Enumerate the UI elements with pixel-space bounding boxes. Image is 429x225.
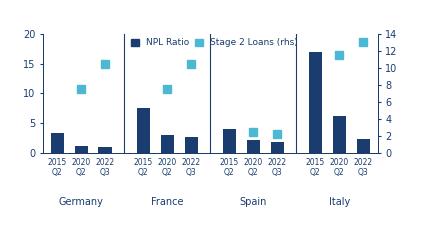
Text: Italy: Italy: [329, 198, 350, 207]
Bar: [309, 52, 322, 153]
Text: France: France: [151, 198, 184, 207]
Text: Spain: Spain: [239, 198, 267, 207]
Bar: [333, 116, 346, 153]
Bar: [247, 140, 260, 153]
Bar: [184, 137, 198, 153]
Bar: [137, 108, 150, 153]
Bar: [223, 129, 236, 153]
Bar: [51, 133, 64, 153]
Text: Germany: Germany: [59, 198, 103, 207]
Legend: NPL Ratio, Stage 2 Loans (rhs): NPL Ratio, Stage 2 Loans (rhs): [131, 38, 298, 47]
Bar: [356, 139, 370, 153]
Bar: [99, 147, 112, 153]
Bar: [271, 142, 284, 153]
Bar: [75, 146, 88, 153]
Bar: [160, 135, 174, 153]
